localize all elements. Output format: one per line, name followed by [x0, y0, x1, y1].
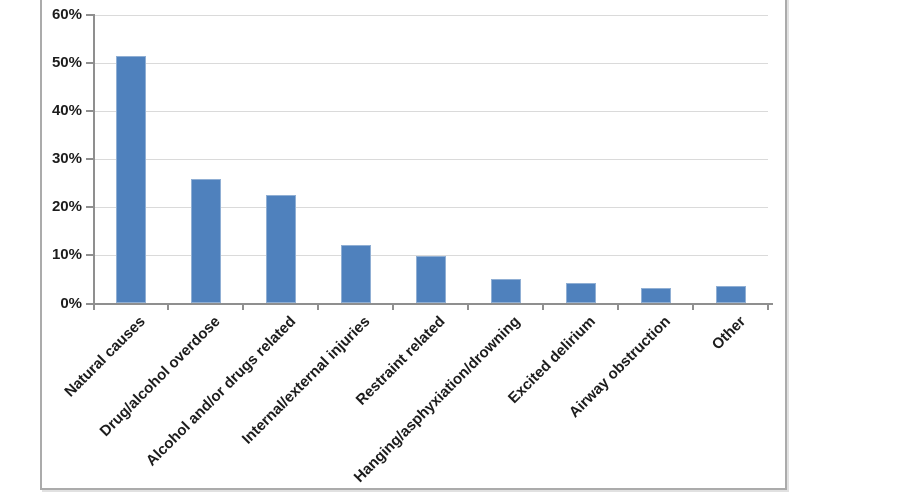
x-axis-tick [467, 303, 470, 310]
x-axis-tick [167, 303, 170, 310]
y-axis-tick [86, 206, 93, 209]
x-axis-line [86, 302, 773, 305]
y-gridline [93, 110, 768, 112]
x-axis-tick [617, 303, 620, 310]
chart-bar [415, 256, 446, 304]
chart-bar [340, 244, 371, 304]
y-axis-label: 0% [60, 294, 82, 312]
x-axis-label: Alcohol and/or drugs related [142, 313, 299, 470]
chart-area-border [40, 0, 787, 490]
x-axis-tick [767, 303, 769, 310]
y-gridline [93, 254, 768, 256]
y-axis-label: 30% [51, 150, 82, 168]
y-gridline [93, 14, 768, 16]
chart-bar [190, 178, 221, 304]
chart-bar [490, 278, 521, 304]
x-axis-label: Hanging/asphyxiation/drowning [350, 313, 524, 486]
y-gridline [93, 206, 768, 208]
y-gridline [93, 62, 768, 64]
y-axis-tick [86, 110, 93, 113]
chart-bar [565, 283, 596, 304]
chart-bar [715, 286, 746, 304]
y-axis-tick [86, 62, 93, 65]
chart-bar [640, 288, 671, 304]
x-axis-tick [317, 303, 320, 310]
y-axis-label: 10% [51, 246, 82, 264]
x-axis-tick [242, 303, 245, 310]
y-axis-label: 20% [51, 198, 82, 216]
x-axis-tick [392, 303, 395, 310]
x-axis-tick [692, 303, 695, 310]
y-axis-tick [86, 158, 93, 161]
y-axis-label: 50% [51, 54, 82, 72]
chart-bar [265, 194, 296, 304]
y-axis-tick [86, 14, 93, 16]
x-axis-tick [92, 303, 95, 310]
y-axis-line [92, 14, 95, 305]
x-axis-label: Other [708, 313, 749, 354]
chart-bar [115, 55, 146, 304]
y-axis-label: 40% [51, 102, 82, 120]
x-axis-tick [542, 303, 545, 310]
y-axis-label: 60% [51, 6, 82, 23]
y-axis-tick [86, 254, 93, 257]
x-axis-label: Internal/external injuries [239, 313, 374, 448]
y-gridline [93, 158, 768, 160]
